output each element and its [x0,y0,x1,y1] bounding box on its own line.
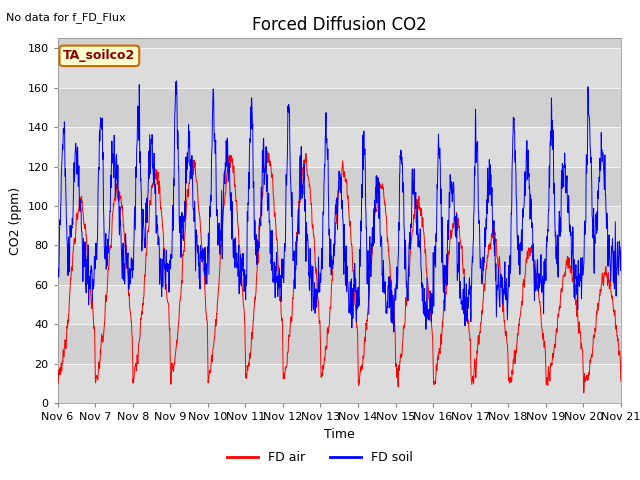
Title: Forced Diffusion CO2: Forced Diffusion CO2 [252,16,427,34]
Bar [58,245,621,285]
Bar [58,167,621,206]
Y-axis label: CO2 (ppm): CO2 (ppm) [9,187,22,255]
Legend: FD air, FD soil: FD air, FD soil [221,446,419,469]
Bar [58,324,621,364]
Text: No data for f_FD_Flux: No data for f_FD_Flux [6,12,126,23]
Bar [58,88,621,127]
Bar [58,9,621,48]
X-axis label: Time: Time [324,428,355,441]
Text: TA_soilco2: TA_soilco2 [63,49,136,62]
